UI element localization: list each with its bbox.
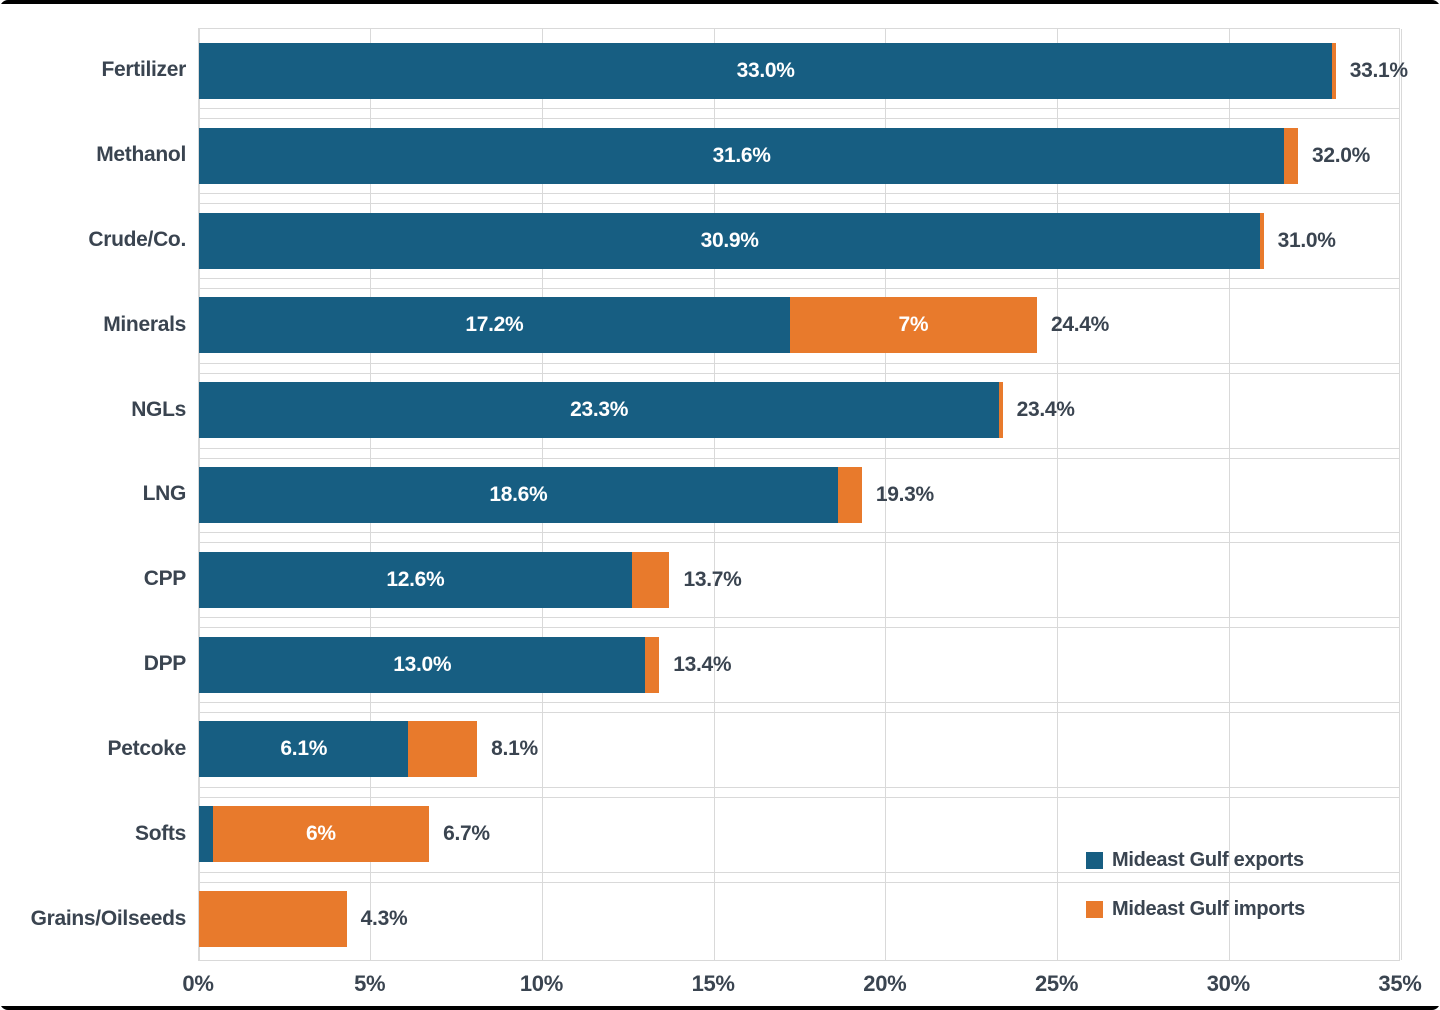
x-tick-label: 35% — [1378, 971, 1422, 996]
category-label-Crude/Co.: Crude/Co. — [88, 228, 186, 252]
legend-label-exports: Mideast Gulf exports — [1112, 848, 1304, 871]
category-label-Softs: Softs — [134, 821, 186, 845]
bar-total-label: 8.1% — [491, 737, 538, 761]
bar-exports-Minerals — [199, 297, 790, 354]
category-label-Methanol: Methanol — [96, 143, 186, 167]
legend-item-exports: Mideast Gulf exports — [1086, 840, 1386, 880]
bar-value-label: 6.1% — [280, 737, 328, 761]
bar-imports-Crude/Co. — [1260, 212, 1264, 269]
category-label-DPP: DPP — [143, 652, 187, 676]
bar-total-label: 31.0% — [1277, 228, 1336, 252]
category-label-Petcoke: Petcoke — [107, 736, 187, 760]
bar-value-label: 23.3% — [570, 398, 629, 422]
gridline-20% — [885, 29, 887, 960]
bar-value-label: 6% — [306, 822, 336, 846]
category-label-Fertilizer: Fertilizer — [101, 58, 186, 82]
category-label-LNG: LNG — [142, 482, 187, 506]
legend: Mideast Gulf exports Mideast Gulf import… — [1086, 840, 1386, 938]
row-separator — [199, 871, 1399, 873]
bar-exports-CPP — [199, 551, 632, 608]
bar-value-label: 12.6% — [386, 567, 445, 591]
bar-exports-Methanol — [199, 127, 1285, 184]
bar-total-label: 13.4% — [673, 652, 732, 676]
row-separator — [199, 702, 1399, 704]
bar-value-label: 17.2% — [465, 313, 524, 337]
bar-value-label: 30.9% — [700, 228, 759, 252]
bar-value-label: 31.6% — [712, 143, 771, 167]
bar-exports-DPP — [199, 636, 646, 693]
imports-swatch-icon — [1086, 900, 1103, 918]
row-separator — [199, 372, 1399, 374]
bar-value-label: 18.6% — [489, 483, 548, 506]
category-label-CPP: CPP — [143, 567, 187, 591]
category-label-Grains/Oilseeds: Grains/Oilseeds — [30, 906, 187, 930]
legend-item-imports: Mideast Gulf imports — [1086, 889, 1386, 929]
bar-exports-NGLs — [199, 382, 1000, 439]
row-separator — [199, 532, 1399, 534]
x-tick-label: 15% — [691, 971, 735, 996]
category-label-NGLs: NGLs — [131, 397, 186, 421]
bar-value-label: 13.0% — [393, 652, 452, 676]
legend-label-imports: Mideast Gulf imports — [1112, 897, 1305, 920]
bar-total-label: 6.7% — [443, 822, 490, 846]
row-separator — [199, 287, 1399, 289]
bar-imports-Methanol — [1284, 127, 1298, 184]
bar-imports-Grains/Oilseeds — [199, 891, 347, 948]
bar-exports-Petcoke — [199, 721, 409, 778]
bar-total-label: 32.0% — [1311, 143, 1371, 167]
bar-total-label: 23.4% — [1016, 398, 1075, 422]
category-label-Minerals: Minerals — [103, 312, 186, 336]
row-separator — [199, 277, 1399, 279]
frame-border-top — [0, 0, 1440, 4]
x-tick-label: 10% — [519, 971, 563, 996]
bar-value-label: 7% — [898, 313, 929, 337]
bar-imports-NGLs — [999, 382, 1003, 439]
bar-total-label: 24.4% — [1050, 313, 1109, 337]
bar-imports-Softs — [212, 806, 430, 863]
bar-imports-Minerals — [789, 297, 1037, 354]
bar-imports-DPP — [645, 636, 660, 693]
gridline-30% — [1228, 29, 1230, 960]
x-tick-label: 20% — [863, 971, 907, 996]
exports-swatch-icon — [1086, 851, 1103, 869]
x-tick-label: 0% — [182, 971, 214, 996]
row-separator — [199, 627, 1399, 629]
plot-area: 33.0% 33.1% 31.6% 32.0% 30.9% 31.0% 17.2% 7% 24.… — [198, 28, 1408, 961]
bar-total-label: 13.7% — [683, 567, 742, 591]
row-separator — [199, 108, 1399, 110]
bar-total-label: 19.3% — [875, 483, 934, 506]
row-separator — [199, 786, 1399, 788]
bar-value-label: 33.0% — [736, 58, 795, 82]
bar-imports-CPP — [631, 551, 670, 608]
x-tick-label: 25% — [1034, 971, 1079, 996]
x-tick-label: 30% — [1206, 971, 1250, 996]
bar-imports-LNG — [837, 467, 862, 523]
row-separator — [199, 881, 1399, 883]
bar-exports-Fertilizer — [199, 42, 1333, 99]
gridline-25% — [1057, 29, 1059, 960]
bar-exports-LNG — [199, 467, 838, 523]
row-separator — [199, 712, 1399, 714]
bar-imports-Petcoke — [408, 721, 478, 778]
bar-total-label: 4.3% — [360, 907, 408, 931]
row-separator — [199, 362, 1399, 364]
bar-imports-Fertilizer — [1332, 42, 1336, 99]
row-separator — [199, 796, 1399, 798]
row-separator — [199, 542, 1399, 544]
x-tick-label: 5% — [354, 971, 386, 996]
row-separator — [199, 203, 1399, 205]
bar-exports-Crude/Co. — [199, 212, 1261, 269]
frame-border-bottom — [0, 1006, 1440, 1010]
gridline-35% — [1400, 29, 1402, 960]
row-separator — [199, 617, 1399, 619]
row-separator — [199, 118, 1399, 120]
row-separator — [199, 447, 1399, 449]
row-separator — [199, 193, 1399, 195]
bar-exports-Softs — [199, 806, 213, 863]
row-separator — [199, 457, 1399, 459]
bar-total-label: 33.1% — [1349, 58, 1408, 82]
